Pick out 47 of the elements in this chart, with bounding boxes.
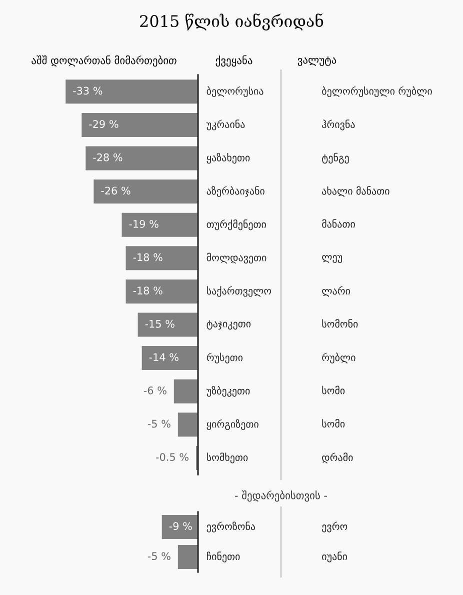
y2-tick-label: სომონი (322, 319, 358, 328)
data-label: -0.5 % (156, 453, 188, 461)
data-label: -5 % (148, 420, 170, 428)
y2-tick-label: ახალი მანათი (322, 186, 390, 197)
y2-tick-label: ლეუ (322, 254, 342, 263)
y2-axis-title: ვალუტა (298, 56, 336, 66)
data-label: -29 % (89, 120, 118, 128)
y2-tick-label: ლარი (322, 286, 350, 297)
data-label: -33 % (73, 86, 102, 95)
data-label: -19 % (129, 220, 158, 228)
y-tick-label: უზბეკეთი (206, 386, 250, 397)
y2-tick-label: იუანი (322, 552, 347, 562)
data-label: -14 % (149, 353, 178, 362)
y-tick-label: საქართველო (206, 286, 272, 297)
y-axis-title: ქვეყანა (216, 55, 252, 67)
y-tick-label: ტაჯიკეთი (206, 320, 251, 330)
y2-tick-label: ბელორუსიული რუბლი (322, 86, 432, 98)
y-tick-label: ბელორუსია (206, 86, 264, 98)
y2-tick-label: რუბლი (322, 352, 356, 364)
y2-tick-label: მანათი (322, 219, 355, 228)
text: - შედარებისთვის - (235, 490, 327, 502)
y2-tick-label: ტენგე (322, 152, 349, 164)
text: 2015 წლის იანვრიდან (140, 13, 324, 31)
y-tick-label: სომხეთი (206, 452, 248, 464)
y2-tick-label: სომი (322, 386, 345, 394)
data-label: -18 % (133, 286, 162, 294)
data-label: -9 % (169, 522, 192, 530)
y2-tick-label: ჰრივნა (322, 120, 355, 130)
y-tick-label: ყირგიზეთი (206, 419, 258, 430)
y-tick-label: ევროზონა (206, 522, 256, 532)
data-label: -18 % (133, 253, 162, 262)
y-tick-label: რუსეთი (206, 352, 243, 364)
y2-tick-label: სომი (322, 419, 345, 428)
y-tick-label: თურქმენეთი (206, 219, 266, 230)
y-tick-label: ჩინეთი (206, 552, 240, 562)
y-tick-label: მოლდავეთი (206, 252, 266, 264)
y2-tick-label: ევრო (322, 522, 348, 532)
data-label: -15 % (145, 320, 174, 328)
y-tick-label: უკრაინა (206, 120, 245, 130)
y-tick-label: აზერბაიჯანი (206, 186, 264, 197)
data-label: -26 % (101, 186, 130, 195)
data-label: -5 % (148, 552, 170, 560)
x-axis-title: აშშ დოლართან მიმართებით (32, 55, 176, 67)
data-label: -28 % (93, 153, 122, 162)
y2-tick-label: დრამი (322, 452, 353, 464)
data-label: -6 % (144, 386, 166, 394)
y-tick-label: ყაზახეთი (206, 152, 250, 164)
